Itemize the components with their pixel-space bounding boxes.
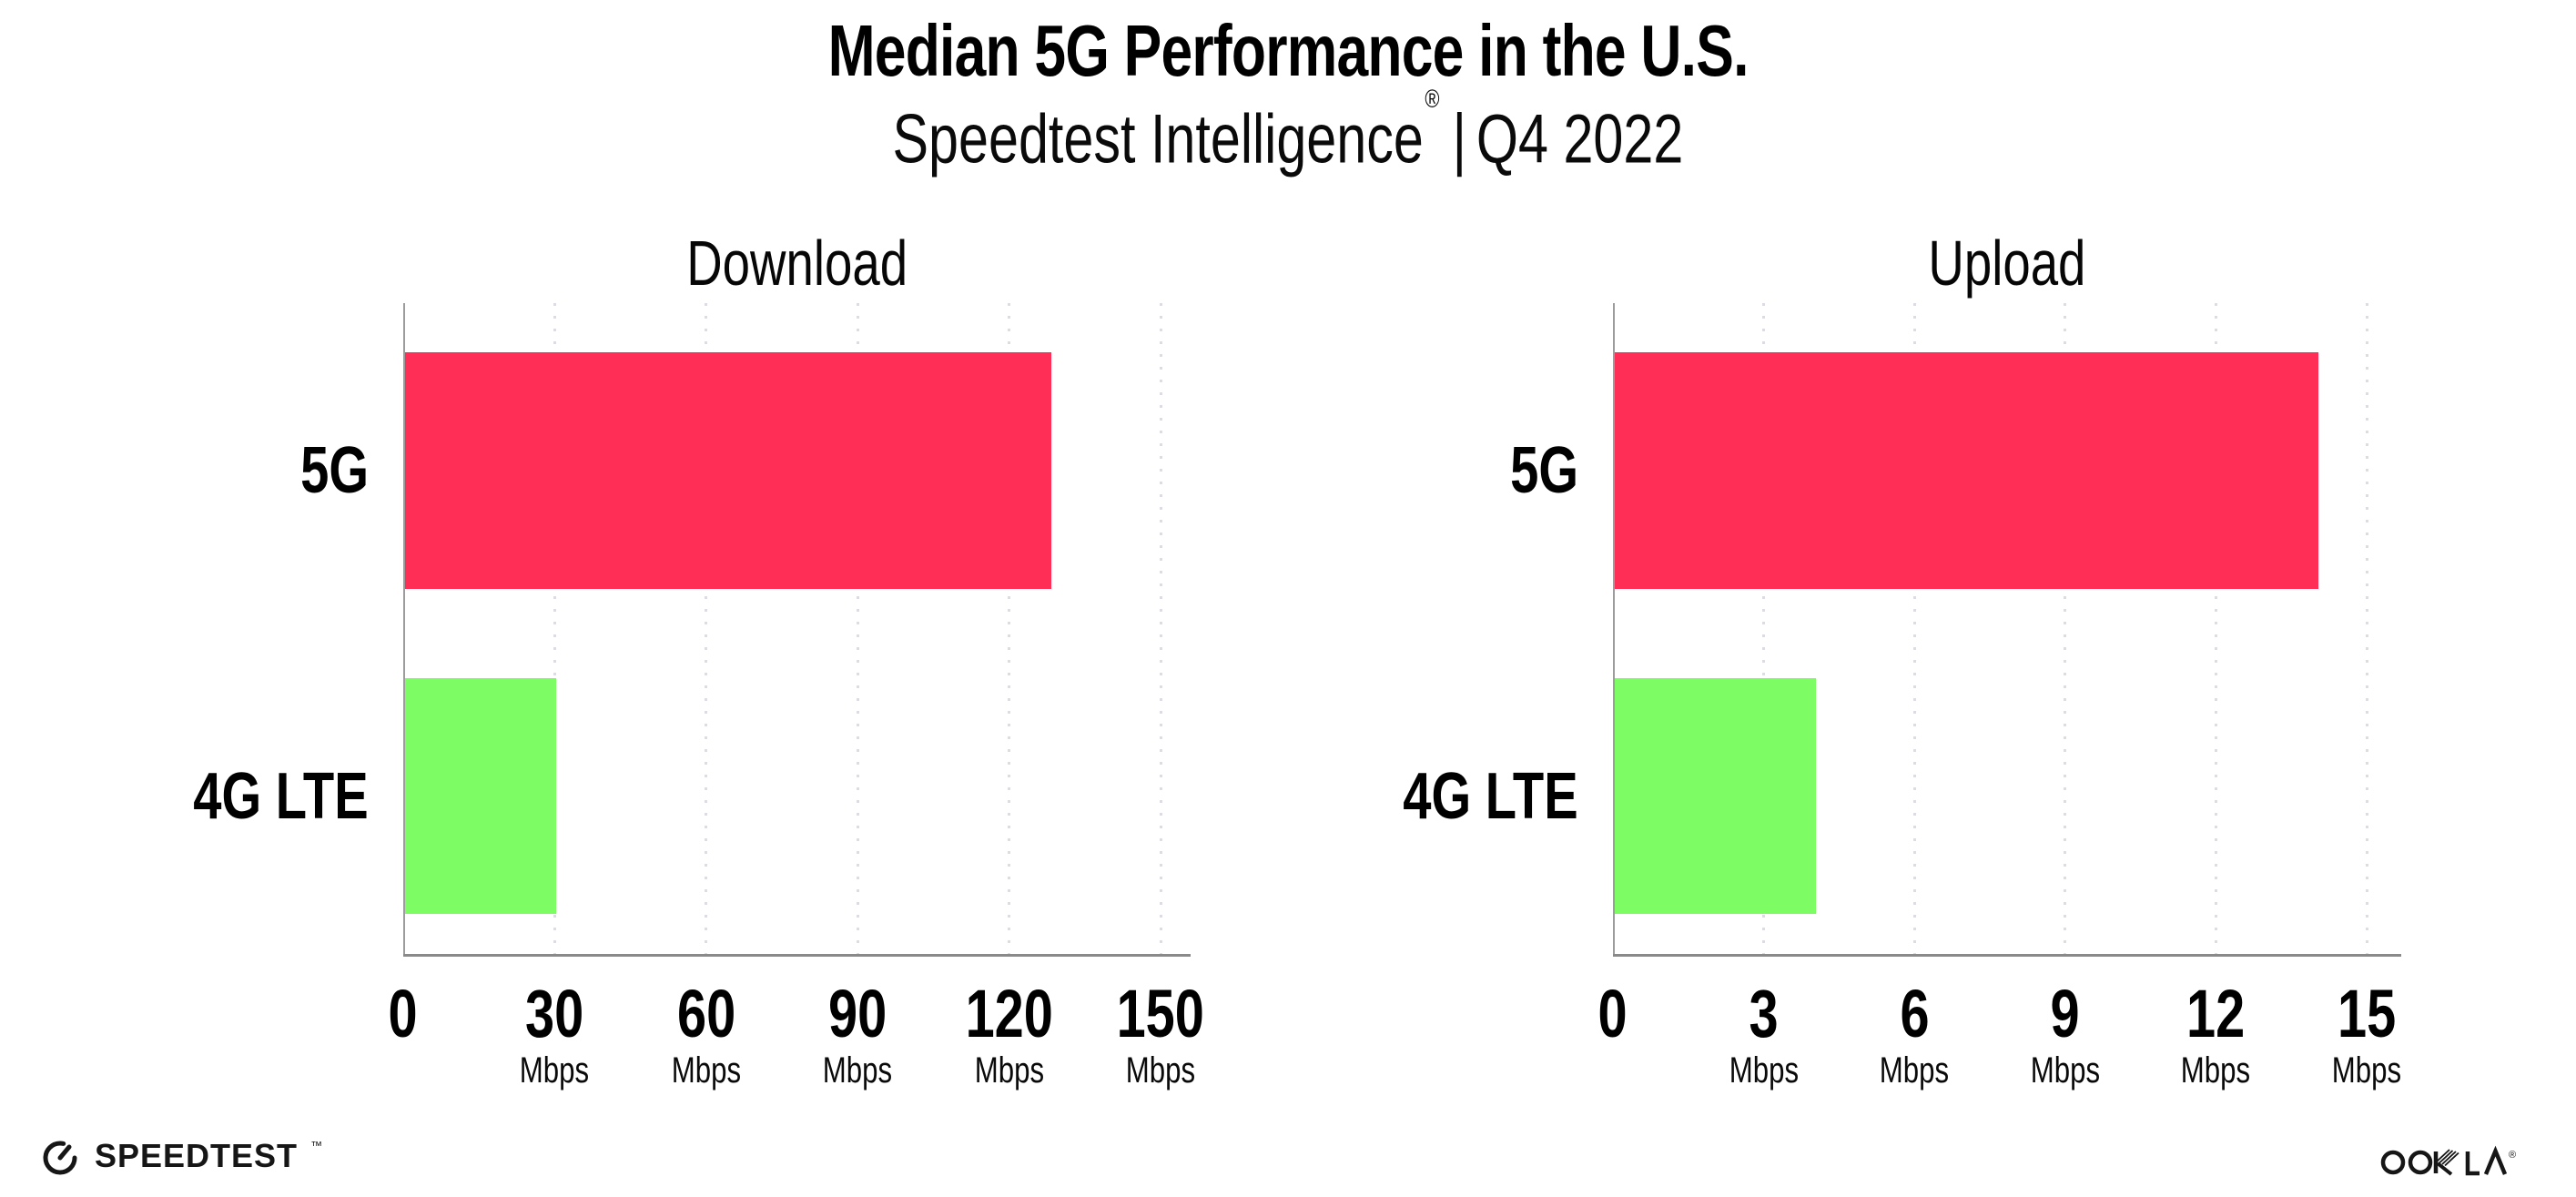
subtitle-separator: | <box>1452 100 1467 178</box>
upload-tick-label-6-text: 6 <box>1900 976 1930 1051</box>
upload-tick-label-15: 15 <box>2257 979 2476 1049</box>
speedtest-wordmark: SPEEDTEST <box>95 1137 299 1174</box>
subtitle-period: Q4 2022 <box>1476 100 1684 178</box>
ookla-wordmark-icon: ® <box>2379 1138 2536 1178</box>
upload-tick-unit-12-text: Mbps <box>2181 1050 2251 1090</box>
download-tick-label-30: 30 <box>445 979 664 1049</box>
download-tick-unit-60: Mbps <box>597 1051 816 1090</box>
page-title-text: Median 5G Performance in the U.S. <box>827 10 1749 91</box>
upload-tick-unit-9-text: Mbps <box>2030 1050 2100 1090</box>
download-tick-label-90: 90 <box>748 979 967 1049</box>
download-bar-5g <box>405 352 1051 589</box>
upload-tick-unit-3: Mbps <box>1655 1051 1873 1090</box>
upload-tick-label-6: 6 <box>1805 979 2023 1049</box>
upload-tick-unit-15-text: Mbps <box>2331 1050 2402 1090</box>
download-tick-unit-60-text: Mbps <box>671 1050 741 1090</box>
download-tick-label-90-text: 90 <box>828 976 887 1051</box>
ookla-registered-symbol: ® <box>2509 1150 2516 1161</box>
upload-y-axis <box>1613 303 1615 954</box>
upload-chart-title: Upload <box>1613 229 2401 297</box>
upload-tick-label-9-text: 9 <box>2050 976 2080 1051</box>
header: Median 5G Performance in the U.S. Speedt… <box>0 13 2576 177</box>
download-tick-label-0: 0 <box>294 979 512 1049</box>
download-gridline-90 <box>856 303 859 954</box>
upload-tick-label-0: 0 <box>1504 979 1722 1049</box>
download-tick-label-60-text: 60 <box>676 976 735 1051</box>
download-tick-unit-150: Mbps <box>1051 1051 1270 1090</box>
download-tick-unit-90: Mbps <box>748 1051 967 1090</box>
download-tick-unit-120-text: Mbps <box>974 1050 1044 1090</box>
download-bar-4g-lte <box>405 678 557 914</box>
speedtest-logo: SPEEDTEST ™ <box>38 1134 322 1178</box>
upload-tick-unit-15: Mbps <box>2257 1051 2476 1090</box>
upload-chart-title-text: Upload <box>1928 228 2086 299</box>
upload-tick-label-3-text: 3 <box>1749 976 1779 1051</box>
download-tick-label-120: 120 <box>900 979 1119 1049</box>
download-tick-label-150: 150 <box>1051 979 1270 1049</box>
upload-tick-label-12-text: 12 <box>2186 976 2246 1051</box>
download-tick-label-0-text: 0 <box>388 976 419 1051</box>
speedtest-gauge-icon <box>38 1134 82 1178</box>
page-title: Median 5G Performance in the U.S. <box>0 13 2576 89</box>
download-tick-unit-120: Mbps <box>900 1051 1119 1090</box>
download-gridline-120 <box>1008 303 1011 954</box>
download-y-axis <box>403 303 405 954</box>
download-chart-title-text: Download <box>686 228 908 299</box>
page-subtitle: Speedtest Intelligence® | Q4 2022 <box>0 85 2576 178</box>
upload-gridline-6 <box>1912 303 1916 954</box>
download-tick-unit-150-text: Mbps <box>1125 1050 1196 1090</box>
download-tick-label-120-text: 120 <box>965 976 1053 1051</box>
upload-tick-label-3: 3 <box>1655 979 1873 1049</box>
download-category-label-4g-lte: 4G LTE <box>86 756 369 837</box>
upload-bar-4g-lte <box>1615 678 1816 914</box>
upload-bar-5g <box>1615 352 2318 589</box>
upload-tick-label-9: 9 <box>1956 979 2175 1049</box>
upload-gridline-12 <box>2214 303 2217 954</box>
upload-tick-unit-3-text: Mbps <box>1729 1050 1799 1090</box>
download-category-label-5g-text: 5G <box>300 434 369 507</box>
subtitle-brand: Speedtest Intelligence <box>892 100 1424 178</box>
download-tick-label-30-text: 30 <box>525 976 584 1051</box>
upload-category-label-5g-text: 5G <box>1510 434 1578 507</box>
download-category-label-4g-lte-text: 4G LTE <box>193 759 369 833</box>
download-category-label-5g: 5G <box>86 431 369 511</box>
download-gridline-150 <box>1159 303 1162 954</box>
download-gridline-30 <box>553 303 556 954</box>
download-tick-unit-30: Mbps <box>445 1051 664 1090</box>
download-tick-unit-90-text: Mbps <box>823 1050 893 1090</box>
download-chart-title: Download <box>403 229 1191 297</box>
download-gridline-60 <box>705 303 708 954</box>
upload-tick-unit-12: Mbps <box>2106 1051 2325 1090</box>
speedtest-trademark-symbol: ™ <box>310 1138 323 1152</box>
upload-tick-unit-6: Mbps <box>1805 1051 2023 1090</box>
upload-tick-unit-9: Mbps <box>1956 1051 2175 1090</box>
upload-gridline-3 <box>1762 303 1766 954</box>
upload-category-label-4g-lte: 4G LTE <box>1296 756 1578 837</box>
download-tick-unit-30-text: Mbps <box>520 1050 590 1090</box>
upload-gridline-9 <box>2064 303 2067 954</box>
registered-trademark-symbol: ® <box>1425 85 1440 113</box>
upload-category-label-4g-lte-text: 4G LTE <box>1403 759 1578 833</box>
upload-tick-label-12: 12 <box>2106 979 2325 1049</box>
download-x-axis <box>403 954 1191 957</box>
download-tick-label-150-text: 150 <box>1116 976 1205 1051</box>
upload-category-label-5g: 5G <box>1296 431 1578 511</box>
download-tick-label-60: 60 <box>597 979 816 1049</box>
ookla-logo: ® <box>2379 1138 2536 1178</box>
upload-x-axis <box>1613 954 2401 957</box>
upload-gridline-15 <box>2365 303 2368 954</box>
upload-tick-label-15-text: 15 <box>2337 976 2397 1051</box>
upload-tick-label-0-text: 0 <box>1597 976 1628 1051</box>
upload-tick-unit-6-text: Mbps <box>1880 1050 1950 1090</box>
